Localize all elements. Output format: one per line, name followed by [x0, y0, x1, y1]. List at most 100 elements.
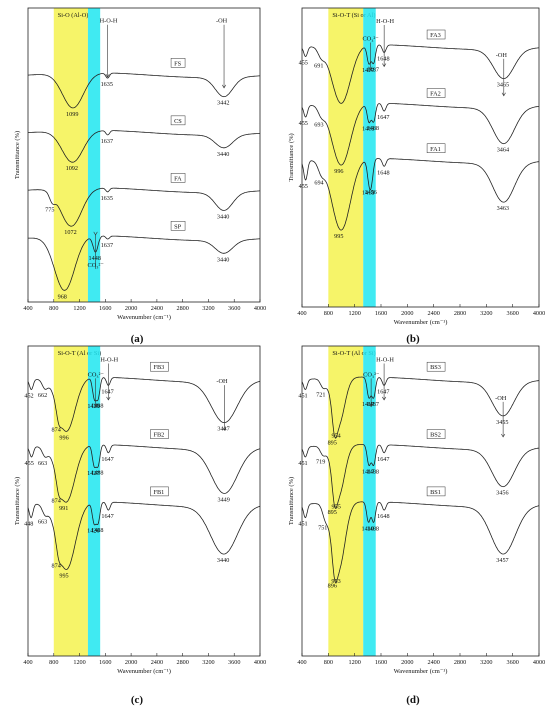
arrow-head: [368, 66, 373, 71]
peak-label: 1487: [367, 67, 379, 74]
x-tick-label: 4000: [533, 659, 545, 666]
peak-label: 995: [59, 573, 68, 580]
peak-label: 1648: [377, 56, 389, 63]
peak-label: 1487: [367, 401, 379, 408]
peak-label: 1648: [377, 169, 389, 176]
peak-label: 451: [298, 393, 307, 400]
x-tick-label: 2000: [401, 659, 413, 666]
peak-label: 455: [25, 460, 34, 467]
series-line-FS: [28, 72, 261, 109]
peak-label: 3440: [217, 151, 229, 158]
peak-label: 693: [314, 121, 323, 128]
x-tick-label: 3200: [480, 659, 492, 666]
x-tick-label: 4000: [254, 659, 266, 666]
annotation-label: H-O-H: [100, 357, 118, 364]
x-tick-label: 400: [297, 310, 306, 317]
peak-label: 455: [299, 120, 308, 127]
series-label-FS: FS: [174, 60, 182, 67]
peak-label: 1418: [362, 126, 374, 133]
x-axis-title: Wavenumber (cm⁻¹): [394, 668, 448, 675]
band-1: [53, 8, 88, 302]
x-tick-label: 2000: [401, 310, 413, 317]
peak-label: 991: [59, 505, 68, 512]
x-tick-label: 4000: [533, 310, 545, 317]
series-label-box: [426, 88, 446, 98]
peak-label: 3456: [496, 490, 508, 497]
peak-label: 1418: [362, 189, 374, 196]
peak-label: 874: [52, 497, 61, 504]
x-axis-title: Wavenumber (cm⁻¹): [394, 319, 448, 326]
peak-label: 663: [38, 460, 47, 467]
peak-label: 1417: [362, 468, 374, 475]
peak-label: 996: [334, 168, 343, 175]
x-tick-label: 3600: [506, 310, 518, 317]
series-line-FB3: [27, 377, 261, 432]
series-label-box: [426, 429, 446, 439]
peak-label: 995: [334, 233, 343, 240]
peak-label: 1417: [362, 401, 374, 408]
arrow-head: [221, 84, 227, 89]
peak-label: 1635: [101, 195, 113, 202]
y-axis-title: Transmittance (%): [288, 477, 295, 525]
x-tick-label: 1600: [375, 659, 387, 666]
chart-panel-1: Si-O (Al-O) FS 1099 1635 3442 CS 1092 1637 3440 F…: [14, 7, 266, 345]
series-line-BS3: [301, 376, 539, 439]
x-tick-label: 2000: [125, 305, 137, 312]
series-label-BS1: BS1: [430, 489, 441, 496]
x-tick-label: 1600: [99, 659, 111, 666]
arrow-head: [93, 231, 98, 236]
series-line-FA2: [301, 103, 539, 166]
peak-label: 694: [314, 180, 323, 187]
axes-frame: [27, 7, 261, 303]
peak-label: 3465: [497, 82, 509, 89]
series-line-SP: [27, 235, 260, 291]
x-tick-label: 1600: [99, 305, 111, 312]
series-label-FB1: FB1: [153, 489, 164, 496]
peak-label: 874: [52, 427, 61, 434]
arrow-head: [501, 92, 506, 97]
annotation-label: H-O-H: [376, 18, 394, 25]
x-tick-label: 2400: [427, 659, 439, 666]
peak-label: 1647: [101, 456, 113, 463]
x-tick-label: 2400: [427, 310, 439, 317]
series-line-FA3: [301, 44, 540, 104]
band-1: [53, 346, 88, 656]
band-label: Si-O-T (Al or Si): [332, 350, 375, 357]
peak-label: 1488: [91, 527, 103, 534]
peak-label: 719: [316, 459, 325, 466]
peak-label: 1429: [87, 403, 99, 410]
peak-label: 1426: [87, 527, 99, 534]
peak-label: 3457: [496, 557, 508, 564]
axes-frame: [301, 345, 540, 657]
x-tick-label: 400: [23, 305, 32, 312]
series-label-box: [170, 58, 186, 68]
series-label-FA3: FA3: [430, 32, 441, 39]
peak-label: 3449: [217, 496, 229, 503]
peak-label: 1488: [91, 470, 103, 477]
peak-label: 996: [59, 434, 68, 441]
panel-label: (b): [406, 333, 420, 345]
peak-label: 1647: [377, 114, 389, 121]
series-label-FA2: FA2: [430, 91, 441, 98]
peak-label: 663: [38, 519, 47, 526]
x-tick-label: 2400: [151, 305, 163, 312]
peak-label: 3440: [217, 213, 229, 220]
panel-label: (d): [406, 694, 420, 706]
peak-label: 896: [328, 583, 337, 590]
band-2: [363, 8, 376, 307]
x-tick-label: 800: [324, 310, 333, 317]
series-label-SP: SP: [174, 223, 182, 230]
x-tick-label: 3600: [228, 659, 240, 666]
series-label-box: [170, 115, 186, 126]
peak-label: 1635: [101, 81, 113, 88]
arrow-head: [93, 403, 98, 408]
panel-label: (a): [131, 333, 144, 345]
series-label-box: [170, 173, 186, 183]
series-label-box: [170, 221, 186, 231]
arrow-head: [382, 396, 387, 401]
peak-label: 1647: [101, 388, 113, 395]
peak-label: 3440: [217, 256, 229, 263]
annotation-label: H-O-H: [100, 18, 118, 25]
